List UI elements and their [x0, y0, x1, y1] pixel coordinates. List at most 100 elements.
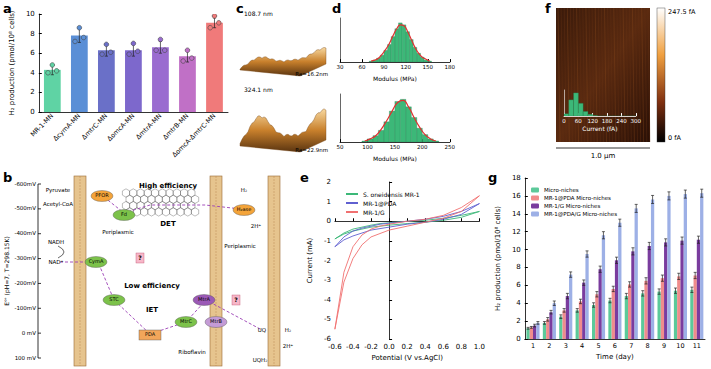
svg-text:ΔmtrA-MN: ΔmtrA-MN: [134, 112, 163, 141]
svg-text:90: 90: [380, 64, 387, 70]
svg-text:d: d: [332, 1, 341, 16]
svg-text:2: 2: [30, 88, 34, 96]
svg-text:8: 8: [646, 342, 650, 350]
svg-text:MtrB: MtrB: [210, 318, 222, 324]
svg-text:Acetyl-CoA: Acetyl-CoA: [43, 201, 73, 208]
svg-text:247.5 fA: 247.5 fA: [668, 8, 696, 16]
svg-text:PFOR: PFOR: [95, 192, 109, 198]
svg-text:H₂ase: H₂ase: [237, 206, 252, 212]
svg-text:180: 180: [602, 118, 613, 124]
svg-text:100: 100: [362, 144, 373, 150]
svg-text:1: 1: [531, 342, 535, 350]
svg-text:1.0: 1.0: [474, 343, 485, 351]
svg-text:MR-1/G Micro-niches: MR-1/G Micro-niches: [544, 203, 600, 209]
svg-text:g: g: [488, 170, 497, 185]
svg-text:10: 10: [26, 10, 35, 18]
svg-text:Time (day): Time (day): [595, 353, 634, 361]
svg-text:High efficiency: High efficiency: [139, 182, 198, 190]
svg-text:250: 250: [445, 144, 456, 150]
svg-text:2H⁺: 2H⁺: [283, 343, 294, 349]
svg-text:2: 2: [516, 317, 520, 325]
svg-text:10: 10: [676, 342, 684, 350]
svg-text:Ra=16.2nm: Ra=16.2nm: [295, 71, 328, 77]
svg-text:H₂: H₂: [241, 187, 247, 193]
svg-text:ΔcymA-MN: ΔcymA-MN: [52, 112, 83, 143]
svg-text:H₂ production (pmol/10⁸ cells): H₂ production (pmol/10⁸ cells): [8, 10, 16, 115]
svg-text:7: 7: [629, 342, 633, 350]
svg-text:100 mV: 100 mV: [15, 355, 37, 361]
svg-text:?: ?: [138, 254, 142, 261]
svg-text:Low efficiency: Low efficiency: [124, 282, 180, 290]
svg-text:-0.2: -0.2: [364, 343, 378, 351]
svg-text:60: 60: [575, 118, 582, 124]
svg-text:0 fA: 0 fA: [668, 134, 681, 142]
svg-text:1.0 μm: 1.0 μm: [591, 152, 616, 160]
svg-text:120: 120: [587, 118, 598, 124]
svg-text:UQH₂: UQH₂: [253, 357, 268, 363]
svg-text:Periplasmic: Periplasmic: [224, 243, 255, 250]
svg-text:0.0: 0.0: [384, 343, 395, 351]
svg-text:MR-1-MN: MR-1-MN: [29, 112, 55, 138]
svg-text:Riboflavin: Riboflavin: [178, 349, 206, 355]
svg-text:0.2: 0.2: [402, 343, 413, 351]
svg-text:NADH: NADH: [48, 239, 64, 245]
svg-text:NAD⁺: NAD⁺: [48, 259, 63, 265]
svg-text:MR-1@PDA: MR-1@PDA: [363, 200, 397, 208]
svg-text:Pyruvate: Pyruvate: [46, 187, 71, 194]
svg-text:Potential (V vs.AgCl): Potential (V vs.AgCl): [371, 354, 443, 362]
svg-text:b: b: [3, 170, 12, 185]
svg-text:108.7 nm: 108.7 nm: [244, 10, 273, 17]
svg-text:-3: -3: [324, 276, 331, 284]
svg-text:e: e: [300, 170, 309, 185]
svg-text:10: 10: [512, 246, 521, 254]
svg-text:150: 150: [423, 64, 434, 70]
svg-text:?: ?: [234, 296, 238, 303]
svg-text:120: 120: [401, 64, 412, 70]
svg-text:300: 300: [631, 118, 642, 124]
svg-text:Fd: Fd: [121, 211, 127, 217]
svg-text:0.4: 0.4: [420, 343, 432, 351]
svg-text:-0.4: -0.4: [346, 343, 360, 351]
svg-text:5: 5: [596, 342, 600, 350]
svg-text:c: c: [236, 1, 244, 16]
svg-text:6: 6: [613, 342, 617, 350]
svg-text:30: 30: [337, 64, 344, 70]
svg-text:H₂ production (pmol/10⁸ cells): H₂ production (pmol/10⁸ cells): [494, 206, 502, 311]
svg-text:Ra=22.9nm: Ra=22.9nm: [295, 147, 328, 153]
svg-text:0 mV: 0 mV: [22, 330, 37, 336]
svg-text:Periplasmic: Periplasmic: [102, 229, 133, 236]
svg-text:11: 11: [693, 342, 701, 350]
svg-text:0: 0: [516, 335, 520, 343]
svg-text:0: 0: [326, 217, 330, 225]
svg-text:Modulus (MPa): Modulus (MPa): [373, 155, 417, 162]
svg-text:MR-1@PDA/G Micro-niches: MR-1@PDA/G Micro-niches: [544, 211, 617, 217]
svg-text:f: f: [545, 1, 551, 16]
svg-text:3: 3: [564, 342, 568, 350]
svg-text:0: 0: [30, 108, 34, 116]
svg-text:CymA: CymA: [89, 258, 104, 265]
svg-text:18: 18: [512, 174, 521, 182]
svg-text:1: 1: [326, 198, 330, 206]
svg-text:0.8: 0.8: [456, 343, 467, 351]
svg-text:STC: STC: [109, 296, 119, 302]
svg-text:150: 150: [390, 144, 401, 150]
svg-text:16: 16: [512, 192, 521, 200]
svg-text:-400mV: -400mV: [14, 230, 36, 236]
svg-text:Current (fA): Current (fA): [582, 125, 617, 132]
svg-text:240: 240: [616, 118, 627, 124]
svg-text:-0.6: -0.6: [328, 343, 342, 351]
svg-text:50: 50: [337, 144, 344, 150]
svg-text:MtrC: MtrC: [180, 318, 192, 324]
svg-text:IET: IET: [146, 306, 158, 314]
svg-text:200: 200: [417, 144, 428, 150]
svg-text:S. oneidensis MR-1: S. oneidensis MR-1: [363, 191, 420, 198]
svg-text:0: 0: [562, 118, 566, 124]
svg-text:ΔomcA-ΔmtrC-MN: ΔomcA-ΔmtrC-MN: [171, 112, 218, 159]
svg-text:ΔomcA-MN: ΔomcA-MN: [106, 112, 137, 143]
svg-text:DET: DET: [160, 220, 176, 228]
svg-text:4: 4: [516, 299, 521, 307]
svg-text:UQ: UQ: [258, 327, 267, 333]
svg-text:8: 8: [516, 263, 520, 271]
svg-text:4: 4: [580, 342, 584, 350]
svg-text:2: 2: [326, 178, 330, 186]
